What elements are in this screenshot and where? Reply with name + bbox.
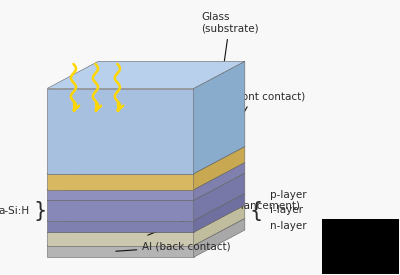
Polygon shape	[47, 221, 194, 232]
Text: a-Si:H: a-Si:H	[0, 206, 30, 216]
Bar	[322, 219, 399, 274]
Polygon shape	[194, 205, 245, 246]
Polygon shape	[47, 232, 194, 246]
Polygon shape	[47, 147, 245, 174]
Polygon shape	[47, 89, 194, 174]
Text: i-layer: i-layer	[270, 205, 304, 215]
Text: ZnO (reflection enhancement): ZnO (reflection enhancement)	[142, 200, 300, 235]
Polygon shape	[47, 61, 245, 89]
Text: {: {	[249, 201, 262, 221]
Polygon shape	[47, 205, 245, 232]
Text: Al (back contact): Al (back contact)	[116, 241, 231, 251]
Polygon shape	[47, 200, 194, 221]
Polygon shape	[194, 147, 245, 190]
Text: SnO₂ (front contact): SnO₂ (front contact)	[201, 92, 305, 171]
Polygon shape	[47, 173, 245, 200]
Text: p-layer: p-layer	[270, 190, 307, 200]
Polygon shape	[194, 173, 245, 221]
Polygon shape	[194, 193, 245, 232]
Text: Glass
(substrate): Glass (substrate)	[201, 12, 258, 95]
Polygon shape	[47, 190, 194, 200]
Polygon shape	[194, 218, 245, 257]
Polygon shape	[194, 163, 245, 200]
Text: }: }	[33, 201, 46, 221]
Polygon shape	[47, 174, 194, 190]
Polygon shape	[47, 193, 245, 221]
Text: n-layer: n-layer	[270, 221, 307, 231]
Polygon shape	[47, 218, 245, 246]
Polygon shape	[194, 61, 245, 174]
Polygon shape	[47, 163, 245, 190]
Polygon shape	[47, 246, 194, 257]
